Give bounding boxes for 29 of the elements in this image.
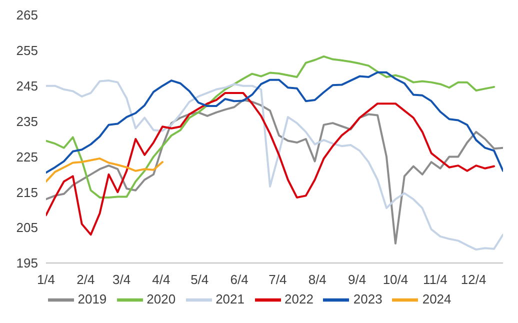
x-tick-label: 10/4 xyxy=(382,272,408,288)
legend-label: 2024 xyxy=(422,291,452,306)
y-tick-label: 255 xyxy=(16,43,38,58)
line-series xyxy=(46,71,503,174)
y-tick-label: 235 xyxy=(16,114,38,129)
x-tick-label: 8/4 xyxy=(308,272,326,288)
y-tick-label: 195 xyxy=(16,256,38,271)
x-tick-label: 11/4 xyxy=(422,272,448,288)
x-tick-label: 1/4 xyxy=(36,272,56,288)
line-series xyxy=(46,55,496,198)
legend-label: 2022 xyxy=(284,291,314,306)
x-tick-label: 3/4 xyxy=(112,272,131,288)
y-tick-label: 225 xyxy=(16,149,38,164)
legend-label: 2023 xyxy=(353,291,382,306)
x-tick-label: 6/4 xyxy=(230,272,248,288)
legend-label: 2020 xyxy=(146,291,176,306)
y-tick-label: 265 xyxy=(16,8,38,23)
x-tick-label: 4/4 xyxy=(152,272,170,288)
x-tick-label: 7/4 xyxy=(268,272,287,288)
legend-label: 2019 xyxy=(78,291,107,306)
y-tick-label: 205 xyxy=(16,220,38,236)
line-series xyxy=(46,157,164,183)
x-tick-label: 2/4 xyxy=(76,272,95,288)
x-tick-label: 12/4 xyxy=(460,272,486,288)
x-tick-label: 5/4 xyxy=(190,272,209,288)
legend-label: 2021 xyxy=(216,291,244,306)
y-tick-label: 215 xyxy=(16,184,38,200)
x-tick-label: 9/4 xyxy=(348,272,366,288)
y-tick-label: 245 xyxy=(16,78,38,94)
